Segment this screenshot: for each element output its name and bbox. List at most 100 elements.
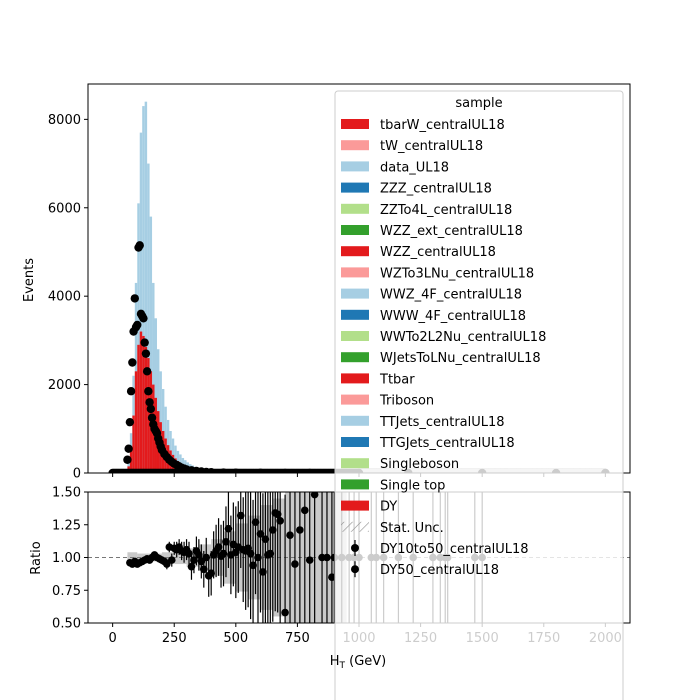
main-y-tick-label: 4000 xyxy=(48,290,81,305)
legend-swatch xyxy=(341,352,369,363)
legend-label: WZZ_centralUL18 xyxy=(380,245,496,260)
stat-unc-band xyxy=(235,523,249,592)
histogram-bar-light-blue xyxy=(154,318,157,473)
histogram-bar-red xyxy=(144,347,148,473)
legend-swatch xyxy=(341,479,369,490)
legend-label: DY10to50_centralUL18 xyxy=(380,542,529,557)
legend-label: tbarW_centralUL18 xyxy=(380,118,505,133)
legend-swatch-hatch xyxy=(341,521,369,532)
ratio-y-tick-label: 1.00 xyxy=(52,551,81,566)
histogram-bar-red xyxy=(134,371,138,473)
legend-label: DY xyxy=(380,500,397,515)
legend-title: sample xyxy=(455,96,502,111)
ratio-y-tick-label: 1.25 xyxy=(52,518,81,533)
ratio-point xyxy=(296,526,304,534)
legend-label: Triboson xyxy=(379,394,434,409)
legend-label: ZZZ_centralUL18 xyxy=(380,182,492,197)
histogram-bar-red xyxy=(139,331,143,473)
histogram-bar-light-blue xyxy=(139,132,143,473)
data-point xyxy=(305,468,314,473)
ratio-point xyxy=(305,556,314,564)
legend-label: WWZ_4F_centralUL18 xyxy=(380,288,522,303)
legend-label: WWW_4F_centralUL18 xyxy=(380,309,526,324)
legend-label: Ttbar xyxy=(379,372,415,387)
histogram-bar-red xyxy=(142,335,145,473)
data-point xyxy=(206,468,216,473)
ratio-point xyxy=(291,560,299,568)
data-point xyxy=(130,294,140,303)
legend-swatch xyxy=(341,373,369,384)
ratio-x-tick-label: 0 xyxy=(108,631,116,646)
ratio-point xyxy=(323,553,331,562)
legend-swatch xyxy=(341,182,369,193)
histogram-bar-red xyxy=(147,358,150,473)
legend-swatch xyxy=(341,415,369,426)
legend-label: TTJets_centralUL18 xyxy=(379,415,505,430)
histogram-bar-light-blue xyxy=(152,282,155,473)
legend-swatch xyxy=(341,203,369,214)
histogram-bar-light-blue xyxy=(137,203,140,473)
legend-swatch xyxy=(341,458,369,469)
legend-swatch xyxy=(341,246,369,257)
data-point xyxy=(147,413,157,422)
data-point xyxy=(139,314,148,323)
legend-label: WWTo2L2Nu_centralUL18 xyxy=(380,330,546,345)
data-point xyxy=(142,367,152,376)
data-point xyxy=(133,320,142,330)
data-point xyxy=(126,387,136,396)
legend-label: Stat. Unc. xyxy=(380,521,444,536)
histogram-bar-red xyxy=(129,450,133,473)
legend-swatch xyxy=(341,331,369,341)
legend-label: data_UL18 xyxy=(380,160,449,175)
ratio-point xyxy=(281,608,289,617)
data-point xyxy=(144,387,153,396)
legend-label: tW_centralUL18 xyxy=(380,139,483,154)
legend-label: WZZ_ext_centralUL18 xyxy=(380,224,523,239)
legend-label: DY50_centralUL18 xyxy=(380,563,499,578)
histogram-bar-light-blue xyxy=(142,106,145,473)
legend-swatch xyxy=(341,161,369,172)
legend-swatch xyxy=(341,394,369,405)
legend-label: WJetsToLNu_centralUL18 xyxy=(380,351,541,366)
ratio-point xyxy=(301,506,309,515)
stat-unc-band xyxy=(297,492,310,623)
legend-swatch xyxy=(341,267,369,278)
ratio-x-tick-label: 750 xyxy=(285,631,310,646)
ratio-x-tick-label: 500 xyxy=(223,631,248,646)
main-y-tick-label: 6000 xyxy=(48,201,81,216)
legend-swatch xyxy=(341,500,369,511)
ratio-x-tick-label: 250 xyxy=(162,631,187,646)
histogram-bar-red xyxy=(132,415,135,473)
legend-label: Singleboson xyxy=(380,457,459,472)
main-y-tick-label: 8000 xyxy=(48,113,81,128)
legend-marker xyxy=(351,565,359,574)
histogram-bar-light-blue xyxy=(147,163,150,473)
ratio-y-tick-label: 1.50 xyxy=(52,486,81,501)
data-point xyxy=(145,398,154,407)
data-point xyxy=(123,455,132,464)
ratio-y-tick-label: 0.75 xyxy=(52,584,81,599)
data-point xyxy=(280,468,290,473)
legend-swatch xyxy=(341,288,369,299)
main-y-tick-label: 0 xyxy=(73,467,81,482)
main-y-tick-label: 2000 xyxy=(48,378,81,393)
histogram-bar-light-blue xyxy=(149,216,153,473)
legend-swatch xyxy=(341,225,369,235)
legend-swatch xyxy=(341,140,369,151)
data-point xyxy=(124,444,133,453)
histogram-bar-light-blue xyxy=(144,101,148,473)
data-point xyxy=(231,468,241,473)
ratio-point xyxy=(167,556,176,564)
data-point xyxy=(128,358,137,367)
legend-box xyxy=(334,90,624,700)
data-point xyxy=(125,417,135,427)
ratio-point xyxy=(276,517,284,525)
legend-swatch xyxy=(341,437,369,447)
legend-swatch xyxy=(341,309,369,320)
data-point xyxy=(135,241,144,250)
legend-label: ZZTo4L_centralUL18 xyxy=(380,203,512,218)
legend-marker xyxy=(351,544,359,552)
main-y-axis-label: Events xyxy=(22,258,37,302)
ratio-point xyxy=(310,492,319,499)
